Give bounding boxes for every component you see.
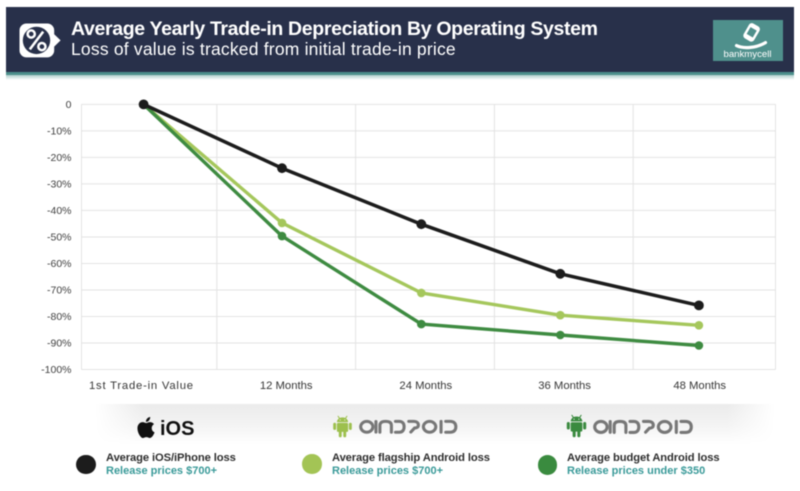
- svg-text:24 Months: 24 Months: [399, 380, 452, 392]
- svg-text:-40%: -40%: [47, 205, 72, 217]
- svg-text:1st Trade-in Value: 1st Trade-in Value: [89, 380, 194, 392]
- svg-text:-90%: -90%: [47, 338, 72, 350]
- svg-text:-100%: -100%: [41, 364, 71, 376]
- svg-text:-10%: -10%: [47, 126, 72, 138]
- svg-text:-80%: -80%: [47, 311, 72, 323]
- svg-text:-20%: -20%: [47, 152, 72, 164]
- svg-text:-50%: -50%: [47, 232, 72, 244]
- svg-text:48 Months: 48 Months: [673, 380, 726, 392]
- svg-text:-60%: -60%: [47, 258, 72, 270]
- svg-text:0: 0: [66, 99, 72, 111]
- svg-text:-30%: -30%: [47, 179, 72, 191]
- svg-text:36 Months: 36 Months: [538, 380, 591, 392]
- svg-text:-70%: -70%: [47, 285, 72, 297]
- svg-text:12 Months: 12 Months: [260, 380, 313, 392]
